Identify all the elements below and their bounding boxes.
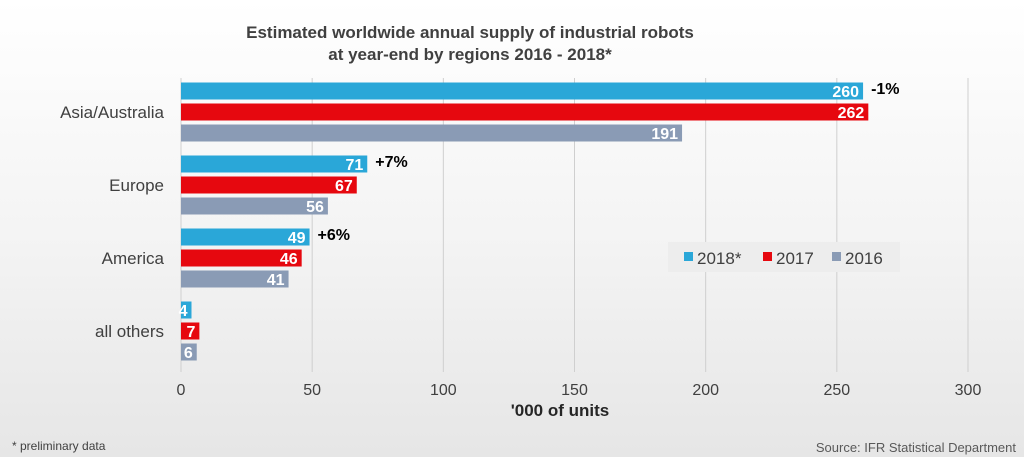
legend: 2018* 2017 2016 [668,242,900,272]
value-label-2018-0: 260 [832,84,859,101]
bar-layer [181,82,869,361]
legend-label-2017: 2017 [776,249,814,268]
value-label-2017-2: 46 [280,251,298,268]
bar-2018-3 [181,301,192,319]
bar-2016-2 [181,270,289,288]
x-tick-label-200: 200 [692,382,719,399]
bar-2018-1 [181,155,368,173]
x-tick-label-300: 300 [955,382,982,399]
change-label-2: +6% [318,227,350,244]
category-label-1: Europe [109,176,164,195]
bar-2016-3 [181,343,197,361]
value-label-2017-3: 7 [186,324,195,341]
bar-2017-3 [181,322,200,340]
value-label-2018-1: 71 [345,157,363,174]
value-label-2016-3: 6 [184,345,193,362]
value-label-2016-2: 41 [267,272,285,289]
change-label-0: -1% [871,81,899,98]
value-label-2016-0: 191 [651,126,678,143]
legend-label-2016: 2016 [845,249,883,268]
x-tick-label-250: 250 [823,382,850,399]
bar-2017-2 [181,249,302,267]
value-label-2018-2: 49 [288,230,306,247]
bar-2016-1 [181,197,328,215]
value-label-2017-1: 67 [335,178,353,195]
category-label-2: America [102,249,165,268]
category-label-0: Asia/Australia [60,103,164,122]
legend-box [668,242,900,272]
bar-2018-2 [181,228,310,246]
category-label-3: all others [95,322,164,341]
legend-swatch-2016 [832,252,841,261]
bar-2016-0 [181,124,683,142]
legend-swatch-2017 [763,252,772,261]
x-tick-label-150: 150 [561,382,588,399]
bar-2018-0 [181,82,864,100]
value-label-2018-3: 4 [179,303,188,320]
bar-2017-0 [181,103,869,121]
chart-title-line-1: Estimated worldwide annual supply of ind… [246,23,694,42]
value-label-2017-0: 262 [838,105,865,122]
x-tick-label-0: 0 [177,382,186,399]
value-label-2016-1: 56 [306,199,324,216]
legend-swatch-2018 [684,252,693,261]
bar-2017-1 [181,176,357,194]
grid-layer [180,78,969,372]
legend-label-2018: 2018* [697,249,742,268]
source-note: Source: IFR Statistical Department [816,440,1017,455]
text-layer: 0 50 100 150 200 250 300 Asia/Australia Europe Am… [60,81,981,399]
x-tick-label-100: 100 [430,382,457,399]
x-axis-title: '000 of units [511,401,610,420]
x-tick-label-50: 50 [303,382,321,399]
change-label-1: +7% [375,154,407,171]
chart-title-line-2: at year-end by regions 2016 - 2018* [328,45,612,64]
footnote: * preliminary data [12,439,106,453]
